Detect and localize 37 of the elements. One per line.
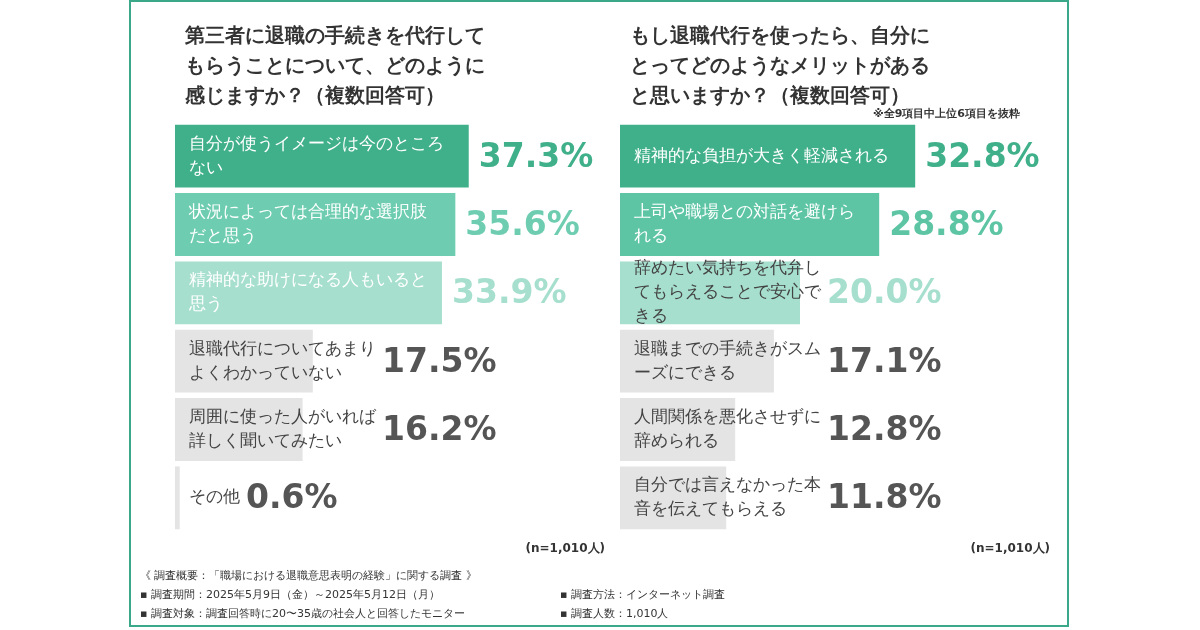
data-label: 17.5% <box>382 340 497 380</box>
text: ▪ 調査人数：1,010人 <box>560 606 670 622</box>
chart-title: もし退職代行を使ったら、自分にとってどのようなメリットがあると思いますか？（複数回答可） <box>630 22 931 107</box>
data-label: 11.8% <box>827 477 942 517</box>
data-label: 33.9% <box>451 272 567 312</box>
data-label: 37.3% <box>478 135 594 175</box>
bar <box>175 124 469 188</box>
text: ※全9項目中上位6項目を抜粋 <box>872 106 1020 121</box>
y-tick-label: 自分では言えなかった本音を伝えてもらえる <box>634 474 821 519</box>
bar <box>620 124 916 188</box>
chart-title: 第三者に退職の手続きを代行してもらうことについて、どのように感じますか？（複数回答可） <box>185 22 486 109</box>
y-tick-label: 状況によっては合理的な選択肢だと思う <box>188 200 427 245</box>
data-label: 32.8% <box>925 135 1040 175</box>
y-tick-label: 自分が使うイメージは今のところない <box>189 132 444 177</box>
y-tick-label: 精神的な負担が大きく軽減される <box>634 144 889 165</box>
y-tick-label: 精神的な助けになる人もいると思う <box>188 269 427 314</box>
data-label: 16.2% <box>382 409 497 449</box>
text: (n=1,010人) <box>525 540 605 557</box>
data-label: 17.1% <box>827 340 942 380</box>
data-label: 35.6% <box>465 204 580 244</box>
data-label: 28.8% <box>889 204 1004 244</box>
y-tick-label: 上司や職場との対話を避けられる <box>634 200 855 245</box>
bar <box>175 261 442 325</box>
y-tick-label: 退職までの手続きがスムーズにできる <box>634 337 821 382</box>
data-label: 0.6% <box>246 477 338 517</box>
y-tick-label: 退職代行についてあまりよくわかっていない <box>189 337 376 382</box>
text: ▪ 調査対象：調査回答時に20〜35歳の社会人と回答したモニター <box>140 606 466 622</box>
text: (n=1,010人) <box>970 540 1050 557</box>
y-tick-label: 人間関係を悪化させずに辞められる <box>634 405 821 450</box>
y-tick-label: その他 <box>189 486 240 507</box>
y-tick-label: 周囲に使った人がいれば詳しく聞いてみたい <box>189 405 377 450</box>
data-label: 20.0% <box>827 272 942 312</box>
text: ▪ 調査方法：インターネット調査 <box>560 587 726 603</box>
data-label: 12.8% <box>827 409 942 449</box>
text: 《 調査概要：「職場における退職意思表明の経験」に関する調査 》 <box>140 568 478 584</box>
bar <box>175 466 180 530</box>
text: ▪ 調査期間：2025年5月9日（金）～2025年5月12日（月） <box>140 587 441 603</box>
